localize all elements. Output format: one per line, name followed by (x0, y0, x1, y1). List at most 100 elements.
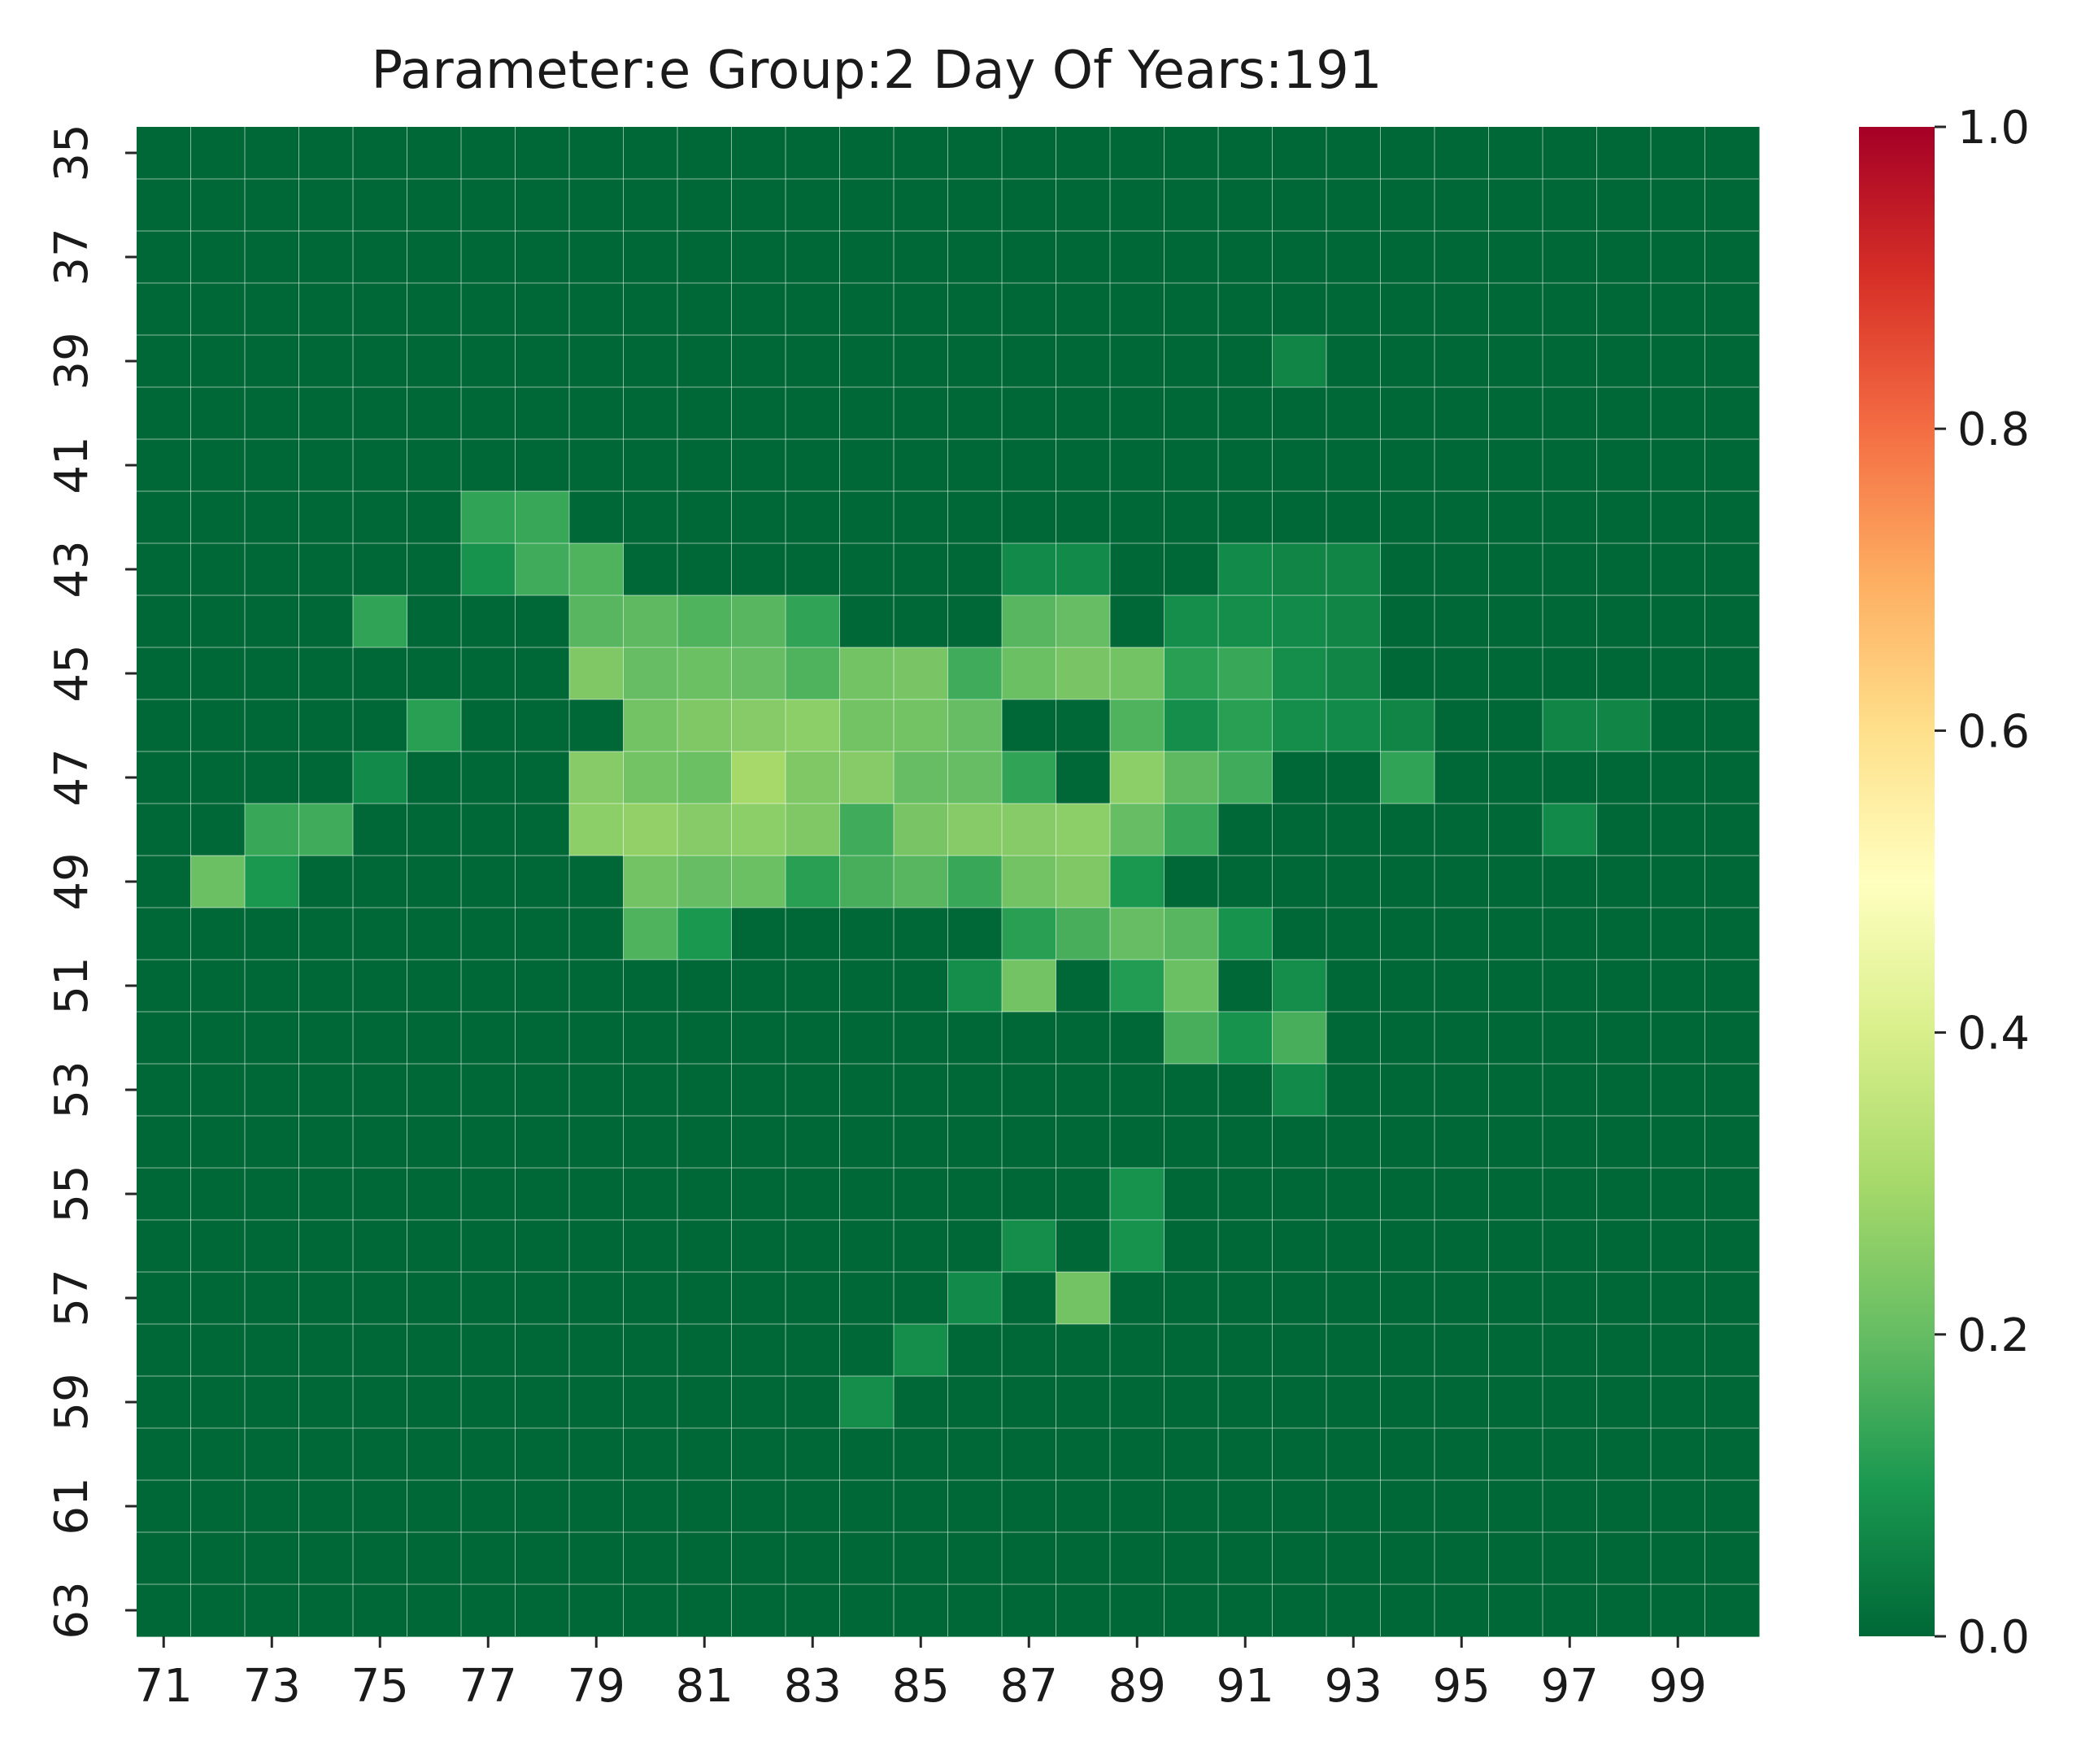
heatmap-cell (1704, 960, 1760, 1013)
heatmap-cell (1272, 543, 1327, 596)
heatmap-cell (1326, 960, 1382, 1013)
heatmap-cell (1056, 647, 1111, 700)
heatmap-cell (1110, 179, 1165, 232)
heatmap-cell (1164, 1064, 1219, 1117)
heatmap-cell (1543, 804, 1598, 856)
heatmap-cell (407, 1480, 462, 1533)
heatmap-cell (1488, 1324, 1543, 1377)
heatmap-cells (137, 127, 1760, 1637)
x-tick-label: 71 (135, 1660, 193, 1713)
x-tick-label: 93 (1325, 1660, 1382, 1713)
heatmap-cell (1704, 1376, 1760, 1429)
heatmap-cell (245, 1480, 300, 1533)
heatmap-cell (677, 1168, 733, 1221)
heatmap-cell (1380, 1480, 1435, 1533)
heatmap-cell (623, 127, 678, 180)
heatmap-cell (839, 1480, 895, 1533)
heatmap-cell (947, 804, 1003, 856)
heatmap-cell (569, 1584, 625, 1637)
heatmap-cell (515, 751, 570, 804)
heatmap-cell (353, 1376, 408, 1429)
heatmap-cell (677, 543, 733, 596)
heatmap-cell (1434, 335, 1490, 388)
heatmap-cell (353, 127, 408, 180)
heatmap-cell (947, 1480, 1003, 1533)
heatmap-cell (1218, 439, 1273, 492)
heatmap-cell (1651, 595, 1706, 648)
heatmap-cell (786, 1584, 841, 1637)
heatmap-cell (298, 908, 354, 960)
heatmap-cell (786, 179, 841, 232)
heatmap-cell (786, 1220, 841, 1273)
heatmap-cell (515, 1168, 570, 1221)
heatmap-cell (137, 1532, 192, 1585)
heatmap-cell (1164, 179, 1219, 232)
heatmap-cell (623, 179, 678, 232)
heatmap-cell (1434, 1012, 1490, 1065)
heatmap-cell (623, 543, 678, 596)
heatmap-cell (1488, 960, 1543, 1013)
heatmap-cell (1651, 960, 1706, 1013)
heatmap-cell (677, 439, 733, 492)
heatmap-cell (461, 804, 516, 856)
heatmap-cell (1488, 491, 1543, 544)
heatmap-cell (353, 960, 408, 1013)
heatmap-cell (1056, 231, 1111, 284)
heatmap-cell (1272, 595, 1327, 648)
heatmap-cell (786, 1480, 841, 1533)
heatmap-cell (731, 960, 786, 1013)
colorbar-tick-label: 0.0 (1957, 1611, 2030, 1664)
heatmap-cell (569, 595, 625, 648)
heatmap-cell (839, 751, 895, 804)
heatmap-cell (731, 595, 786, 648)
heatmap-cell (1380, 647, 1435, 700)
heatmap-cell (190, 1064, 246, 1117)
heatmap-cell (245, 179, 300, 232)
heatmap-cell (298, 804, 354, 856)
heatmap-cell (298, 751, 354, 804)
heatmap-cell (461, 1532, 516, 1585)
heatmap-cell (1651, 1532, 1706, 1585)
heatmap-cell (515, 1324, 570, 1377)
heatmap-cell (1543, 1376, 1598, 1429)
heatmap-cell (137, 1272, 192, 1325)
heatmap-cell (1704, 595, 1760, 648)
heatmap-cell (1704, 335, 1760, 388)
heatmap-cell (786, 1012, 841, 1065)
heatmap-cell (1056, 543, 1111, 596)
heatmap-cell (569, 908, 625, 960)
x-tick-label: 85 (892, 1660, 950, 1713)
heatmap-cell (1488, 1012, 1543, 1065)
heatmap-cell (1272, 1480, 1327, 1533)
heatmap-cell (1272, 1324, 1327, 1377)
heatmap-cell (731, 127, 786, 180)
heatmap-cell (1326, 856, 1382, 908)
heatmap-cell (1651, 908, 1706, 960)
heatmap-cell (1380, 960, 1435, 1013)
heatmap-cell (1543, 1480, 1598, 1533)
heatmap-cell (1488, 439, 1543, 492)
heatmap-cell (298, 283, 354, 336)
heatmap-cell (515, 1428, 570, 1481)
heatmap-cell (1704, 387, 1760, 440)
heatmap-cell (1056, 179, 1111, 232)
heatmap-cell (1056, 856, 1111, 908)
heatmap-cell (1218, 1064, 1273, 1117)
heatmap-cell (1002, 1428, 1057, 1481)
heatmap-cell (786, 231, 841, 284)
heatmap-cell (1272, 335, 1327, 388)
heatmap-cell (1218, 1584, 1273, 1637)
heatmap-cell (623, 439, 678, 492)
heatmap-cell (1002, 1272, 1057, 1325)
x-tick-label: 75 (351, 1660, 409, 1713)
heatmap-cell (947, 283, 1003, 336)
heatmap-cell (894, 439, 949, 492)
heatmap-cell (1434, 439, 1490, 492)
heatmap-cell (245, 1064, 300, 1117)
heatmap-cell (1164, 1428, 1219, 1481)
heatmap-cell (407, 1220, 462, 1273)
heatmap-cell (515, 1064, 570, 1117)
heatmap-cell (839, 1012, 895, 1065)
heatmap-cell (461, 1012, 516, 1065)
heatmap-cell (894, 179, 949, 232)
